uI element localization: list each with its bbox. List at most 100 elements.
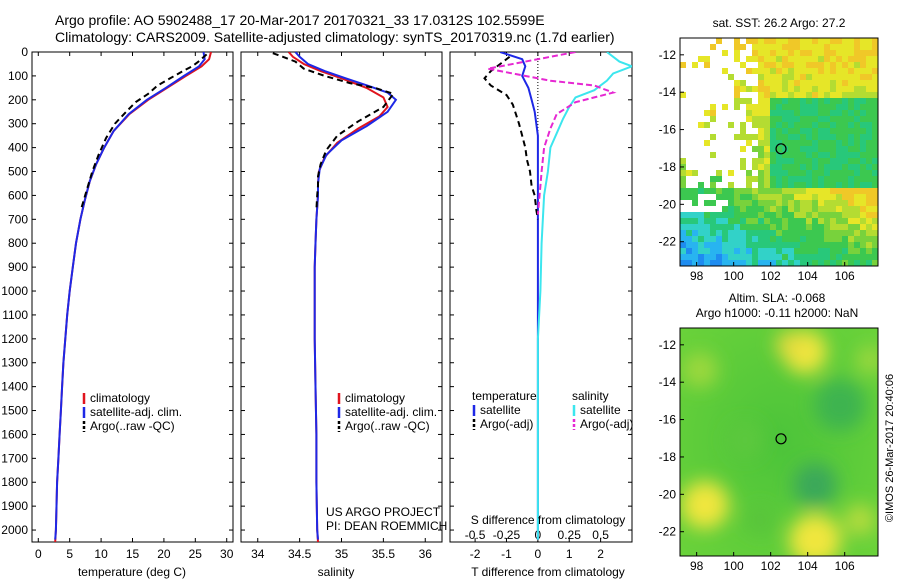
- sst-cell: [860, 230, 866, 236]
- sst-cell: [860, 248, 866, 254]
- sst-cell: [824, 170, 830, 176]
- sst-cell: [794, 164, 800, 170]
- sst-cell: [806, 50, 812, 56]
- map-y-tick-label: -20: [659, 487, 677, 501]
- sst-cell: [776, 146, 782, 152]
- sst-cell: [872, 176, 878, 182]
- sst-cell: [704, 62, 710, 68]
- sst-cell: [860, 260, 866, 266]
- sst-cell: [806, 134, 812, 140]
- sst-cell: [806, 200, 812, 206]
- sst-cell: [782, 206, 788, 212]
- sst-cell: [866, 194, 872, 200]
- sst-cell: [722, 236, 728, 242]
- legend-label: Argo(..raw -QC): [90, 419, 175, 433]
- sst-cell: [830, 74, 836, 80]
- sst-cell: [776, 152, 782, 158]
- salinity-annotation-project: US ARGO PROJECT: [326, 505, 441, 519]
- sst-cell: [860, 50, 866, 56]
- sst-cell: [728, 122, 734, 128]
- sst-cell: [770, 158, 776, 164]
- sst-cell: [722, 224, 728, 230]
- sst-cell: [800, 50, 806, 56]
- sst-cell: [686, 236, 692, 242]
- sst-cell: [812, 62, 818, 68]
- sst-cell: [692, 212, 698, 218]
- sst-cell: [800, 98, 806, 104]
- sst-cell: [680, 236, 686, 242]
- sst-cell: [734, 134, 740, 140]
- sst-cell: [740, 128, 746, 134]
- sst-cell: [758, 92, 764, 98]
- sst-cell: [818, 152, 824, 158]
- sst-cell: [752, 206, 758, 212]
- sst-cell: [842, 110, 848, 116]
- sst-cell: [806, 152, 812, 158]
- sst-cell: [854, 140, 860, 146]
- sst-cell: [698, 224, 704, 230]
- sst-cell: [836, 68, 842, 74]
- sst-cell: [752, 242, 758, 248]
- sst-cell: [794, 74, 800, 80]
- sst-cell: [764, 68, 770, 74]
- sst-cell: [788, 104, 794, 110]
- sst-cell: [848, 80, 854, 86]
- temperature-panel: 0100200300400500600700800900100011001200…: [1, 45, 233, 579]
- sst-cell: [836, 230, 842, 236]
- sst-cell: [872, 158, 878, 164]
- sst-cell: [692, 194, 698, 200]
- sst-cell: [830, 224, 836, 230]
- sst-cell: [776, 260, 782, 266]
- figure-title-line2: Climatology: CARS2009. Satellite-adjuste…: [55, 29, 615, 45]
- sst-cell: [680, 218, 686, 224]
- sst-cell: [866, 206, 872, 212]
- sst-cell: [710, 248, 716, 254]
- sst-cell: [680, 230, 686, 236]
- sst-cell: [866, 80, 872, 86]
- sst-cell: [782, 236, 788, 242]
- sst-cell: [710, 152, 716, 158]
- sst-cell: [698, 260, 704, 266]
- sst-map: sat. SST: 26.2 Argo: 27.2 98 100 102 104 106…: [659, 16, 879, 283]
- sst-cell: [770, 104, 776, 110]
- sst-cell: [854, 164, 860, 170]
- sst-cell: [770, 230, 776, 236]
- sst-cell: [740, 254, 746, 260]
- sst-cell: [782, 98, 788, 104]
- sst-cell: [824, 164, 830, 170]
- sst-cell: [824, 176, 830, 182]
- sst-cell: [734, 188, 740, 194]
- sst-cell: [740, 248, 746, 254]
- sst-cell: [782, 74, 788, 80]
- sst-cell: [746, 134, 752, 140]
- sst-cell: [830, 164, 836, 170]
- sst-cell: [812, 158, 818, 164]
- sst-cell: [842, 248, 848, 254]
- sst-cell: [764, 116, 770, 122]
- sst-cell: [764, 176, 770, 182]
- sst-cell: [866, 248, 872, 254]
- sst-cell: [836, 224, 842, 230]
- sst-cell: [872, 146, 878, 152]
- sst-cell: [806, 128, 812, 134]
- sst-cell: [830, 158, 836, 164]
- sst-cell: [740, 134, 746, 140]
- sst-cell: [794, 200, 800, 206]
- sst-cell: [848, 128, 854, 134]
- sst-cell: [746, 98, 752, 104]
- sst-cell: [836, 182, 842, 188]
- sst-cell: [818, 74, 824, 80]
- sst-cell: [770, 248, 776, 254]
- sst-cell: [788, 98, 794, 104]
- sst-cell: [758, 38, 764, 44]
- sst-cell: [830, 146, 836, 152]
- d-series-line: [483, 56, 539, 220]
- sst-cell: [872, 212, 878, 218]
- sst-cell: [806, 116, 812, 122]
- sst-cell: [764, 146, 770, 152]
- map-y-tick-label: -22: [659, 235, 677, 249]
- sst-cell: [734, 44, 740, 50]
- sst-cell: [824, 62, 830, 68]
- sst-cell: [824, 146, 830, 152]
- sst-cell: [710, 230, 716, 236]
